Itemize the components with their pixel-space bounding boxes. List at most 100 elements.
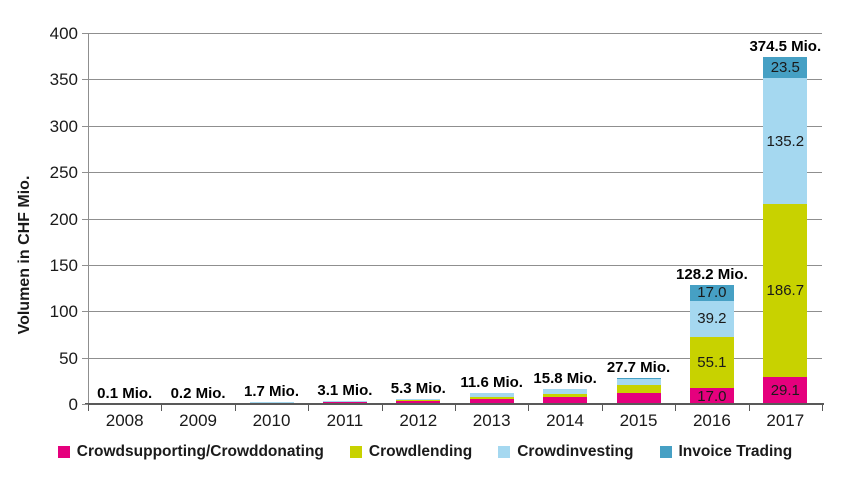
y-tick-label-350: 350 [49,70,78,90]
x-tick-0 [88,405,89,411]
legend-item-crowdlending: Crowdlending [349,443,473,461]
legend-swatch-icon [498,446,511,458]
y-tick-200 [82,218,88,220]
bar-segment-2013-crowdlending [469,396,514,399]
y-tick-350 [82,79,88,81]
total-label-2014: 15.8 Mio. [533,370,597,388]
y-tick-0 [82,404,88,405]
y-tick-label-400: 400 [49,24,78,43]
bar-segment-2012-crowdinvesting [396,399,441,401]
legend-item-crowdinvesting: Crowdinvesting [498,443,634,461]
total-label-2017: 374.5 Mio. [749,37,822,55]
total-label-2016: 128.2 Mio. [676,266,748,283]
gridline-50 [88,357,822,359]
segment-value-label: 17.0 [697,284,727,302]
y-tick-300 [82,125,88,127]
segment-value-label: 135.2 [766,132,805,150]
total-label-2010: 1.7 Mio. [243,383,300,401]
total-label-2011: 3.1 Mio. [317,382,373,400]
total-label-2015: 27.7 Mio. [606,359,671,377]
y-tick-400 [82,33,88,34]
x-tick-label-2009: 2009 [179,411,217,430]
x-tick-5 [455,405,456,411]
bar-segment-2011-crowdinvesting [322,401,367,403]
y-tick-100 [82,311,88,313]
bar-segment-2016-crowdsupporting-crowddonating: 17.0 [689,387,734,405]
y-tick-label-300: 300 [49,116,78,136]
x-tick-8 [675,405,677,411]
x-tick-label-2011: 2011 [326,411,364,430]
bar-segment-2015-crowdsupporting-crowddonating [616,392,661,404]
bar-2015 [616,378,661,404]
bar-segment-2012-crowdlending [396,400,441,402]
gridline-150 [88,264,822,266]
legend-swatch-icon [57,446,70,458]
bar-segment-2017-invoice-trading: 23.5 [763,56,808,79]
y-tick-250 [82,172,88,174]
y-tick-label-200: 200 [49,209,78,229]
x-tick-4 [381,405,383,411]
bar-segment-2016-invoice-trading: 17.0 [689,284,734,302]
x-tick-1 [161,405,163,411]
gridline-250 [88,172,822,174]
segment-value-label: 55.1 [697,354,727,372]
x-tick-6 [528,405,530,411]
x-tick-label-2017: 2017 [766,411,805,430]
legend-label: Crowdlending [368,443,473,460]
gridline-400 [88,33,822,34]
bar-segment-2014-crowdlending [543,393,588,397]
gridline-300 [88,125,822,127]
segment-value-label: 186.7 [766,281,805,299]
legend-label: Invoice Trading [678,443,793,460]
x-axis-line [85,403,824,405]
chart-legend: Crowdsupporting/Crowddonating Crowdlendin… [0,443,850,461]
x-tick-label-2013: 2013 [472,411,511,430]
segment-value-label: 17.0 [697,387,727,405]
segment-value-label: 23.5 [770,59,800,77]
bar-2012 [396,399,441,404]
bar-segment-2016-crowdinvesting: 39.2 [689,300,734,338]
gridline-350 [88,79,822,81]
bar-segment-2017-crowdinvesting: 135.2 [763,78,808,204]
x-tick-2 [234,405,236,411]
legend-item-invoice-trading: Invoice Trading [659,443,793,461]
y-tick-label-50: 50 [59,348,78,368]
bar-segment-2013-crowdsupporting-crowddonating [469,398,514,404]
bar-segment-2017-crowdsupporting-crowddonating: 29.1 [763,377,808,404]
y-tick-label-0: 0 [68,395,78,414]
x-tick-label-2014: 2014 [546,411,584,430]
y-tick-50 [82,357,88,359]
gridline-100 [88,311,822,313]
y-tick-label-250: 250 [49,163,78,183]
bar-segment-2013-crowdinvesting [469,393,514,397]
bar-2017: 29.1 186.7 135.2 23.5 [763,56,808,404]
plot-area: 17.0 55.1 39.2 17.0 29.1 186.7 135.2 23.5 [88,33,822,405]
bar-2016: 17.0 55.1 39.2 17.0 [689,284,734,405]
total-label-2013: 11.6 Mio. [460,374,523,392]
bar-segment-2015-crowdinvesting [616,378,661,386]
bar-2013 [469,393,514,404]
x-tick-label-2015: 2015 [619,411,658,430]
bar-segment-2016-crowdlending: 55.1 [689,337,734,389]
x-tick-label-2010: 2010 [252,411,291,430]
segment-value-label: 29.1 [770,382,800,399]
legend-swatch-icon [349,446,362,458]
total-label-2009: 0.2 Mio. [170,384,226,402]
legend-label: Crowdsupporting/Crowddonating [76,443,324,460]
gridline-200 [88,218,822,220]
segment-value-label: 39.2 [697,310,727,328]
x-tick-3 [308,405,310,411]
total-label-2012: 5.3 Mio. [390,380,446,398]
x-tick-label-2008: 2008 [105,411,144,430]
bar-segment-2012-crowdsupporting-crowddonating [396,401,441,404]
y-tick-label-150: 150 [49,255,78,275]
bar-segment-2015-crowdlending [616,385,661,393]
bar-segment-2014-crowdsupporting-crowddonating [543,396,588,404]
x-tick-label-2012: 2012 [399,411,438,430]
legend-label: Crowdinvesting [517,443,634,460]
x-tick-label-2016: 2016 [692,411,731,430]
bar-segment-2017-crowdlending: 186.7 [763,203,808,378]
bar-2014 [543,389,588,404]
y-tick-label-100: 100 [49,302,78,322]
